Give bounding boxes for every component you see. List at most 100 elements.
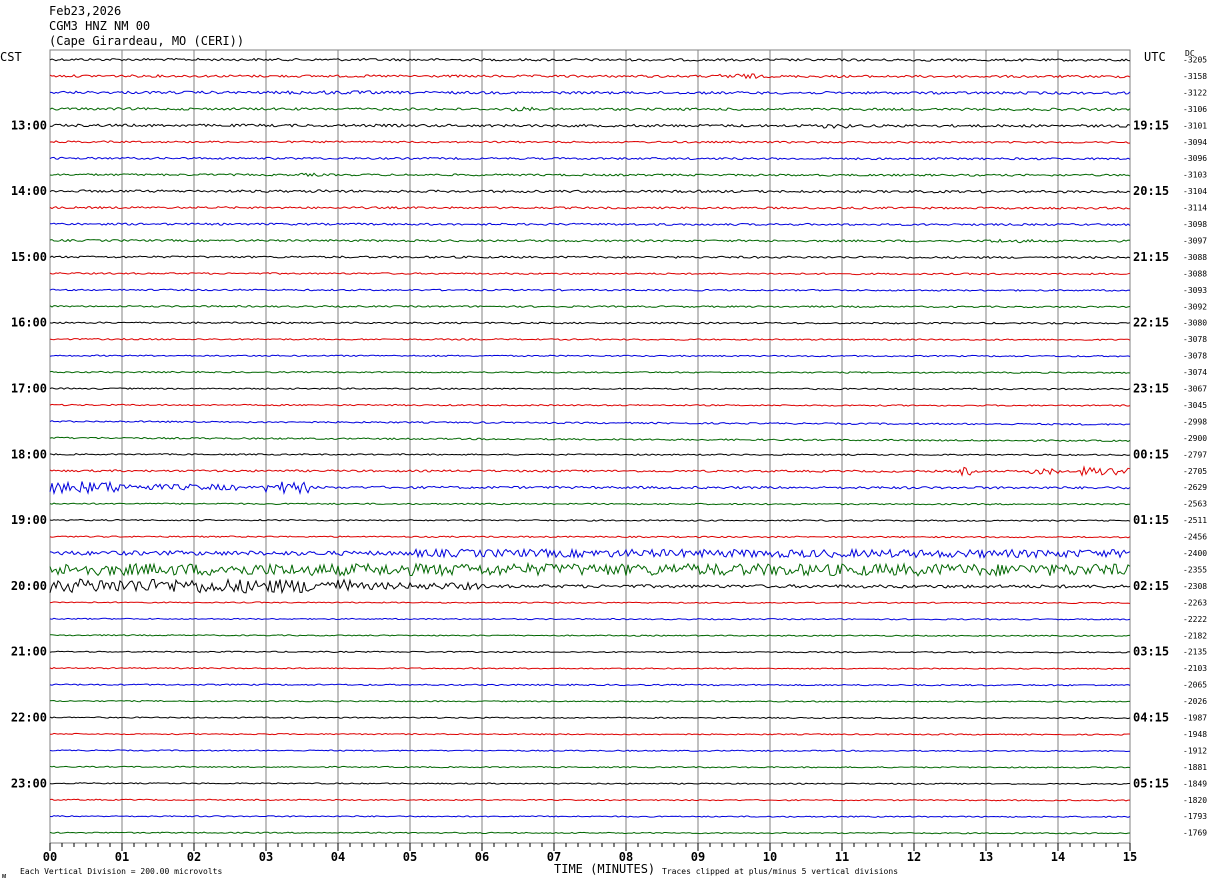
dc-offset-label: -1987 [1183, 714, 1207, 723]
x-axis-label: TIME (MINUTES) [554, 862, 656, 876]
clip-note: Traces clipped at plus/minus 5 vertical … [662, 867, 899, 876]
dc-offset-label: -3114 [1183, 204, 1207, 213]
x-tick-label: 01 [115, 850, 129, 864]
dc-offset-label: -2998 [1183, 417, 1207, 426]
dc-offset-label: -3080 [1183, 319, 1207, 328]
right-hour-label: 23:15 [1133, 382, 1169, 396]
dc-offset-label: -3205 [1183, 56, 1207, 65]
trace-46 [49, 815, 1131, 818]
dc-offset-label: -1820 [1183, 796, 1207, 805]
dc-offset-label: -3103 [1183, 171, 1207, 180]
dc-offset-header: DC [1185, 49, 1195, 58]
dc-offset-label: -2511 [1183, 516, 1207, 525]
x-tick-label: 08 [619, 850, 633, 864]
trace-41 [49, 732, 1130, 736]
vertical-division-note: Each Vertical Division = 200.00 microvol… [20, 867, 223, 876]
logo-mark: ᴍ [2, 872, 7, 880]
dc-offset-label: -3101 [1183, 121, 1207, 130]
trace-11 [49, 238, 1131, 244]
trace-27 [49, 502, 1130, 506]
dc-offset-label: -3094 [1183, 138, 1207, 147]
dc-offset-label: -3088 [1183, 269, 1207, 278]
trace-18 [49, 354, 1131, 358]
dc-offset-label: -2182 [1183, 631, 1207, 640]
trace-22 [49, 420, 1131, 426]
trace-7 [49, 172, 1131, 177]
dc-offset-label: -3045 [1183, 401, 1207, 410]
dc-offset-label: -3078 [1183, 335, 1207, 344]
trace-2 [49, 90, 1131, 95]
right-hour-label: 19:15 [1133, 118, 1169, 132]
trace-10 [49, 222, 1131, 227]
trace-37 [49, 667, 1131, 670]
trace-3 [49, 106, 1131, 112]
x-tick-label: 15 [1123, 850, 1137, 864]
x-tick-label: 06 [475, 850, 489, 864]
dc-offset-label: -2065 [1183, 681, 1207, 690]
trace-30 [49, 547, 1131, 559]
dc-offset-label: -1849 [1183, 779, 1207, 788]
x-tick-label: 05 [403, 850, 417, 864]
trace-23 [49, 436, 1131, 443]
dc-offset-label: -3104 [1183, 187, 1207, 196]
trace-43 [49, 765, 1131, 769]
x-tick-label: 13 [979, 850, 993, 864]
trace-31 [49, 561, 1131, 578]
left-timezone-label: CST [0, 50, 22, 64]
left-hour-label: 18:00 [11, 447, 47, 461]
trace-21 [49, 403, 1131, 407]
left-hour-label: 15:00 [11, 250, 47, 264]
trace-9 [49, 205, 1130, 210]
trace-42 [49, 749, 1131, 753]
trace-12 [49, 255, 1131, 259]
right-hour-label: 02:15 [1133, 579, 1169, 593]
trace-4 [49, 123, 1131, 129]
plot-frame [49, 49, 1131, 844]
x-tick-label: 11 [835, 850, 849, 864]
dc-offset-label: -1948 [1183, 730, 1207, 739]
x-tick-label: 02 [187, 850, 201, 864]
trace-20 [49, 387, 1131, 391]
x-tick-label: 12 [907, 850, 921, 864]
dc-offset-label: -1912 [1183, 746, 1207, 755]
left-hour-label: 13:00 [11, 118, 47, 132]
right-hour-label: 05:15 [1133, 776, 1169, 790]
x-tick-label: 07 [547, 850, 561, 864]
trace-16 [49, 321, 1131, 325]
station-code: CGM3 HNZ NM 00 [49, 19, 151, 33]
dc-offset-label: -3078 [1183, 352, 1207, 361]
trace-19 [49, 370, 1131, 374]
trace-32 [49, 578, 1131, 595]
right-hour-label: 21:15 [1133, 250, 1169, 264]
trace-15 [49, 305, 1131, 309]
x-tick-label: 03 [259, 850, 273, 864]
trace-1 [49, 73, 1131, 80]
dc-offset-label: -3093 [1183, 286, 1207, 295]
dc-offset-label: -2400 [1183, 549, 1207, 558]
right-hour-label: 00:15 [1133, 447, 1169, 461]
dc-offset-label: -2103 [1183, 664, 1207, 673]
trace-45 [49, 798, 1130, 802]
trace-8 [49, 189, 1131, 194]
x-tick-label: 00 [43, 850, 57, 864]
trace-33 [49, 601, 1131, 605]
trace-40 [49, 716, 1131, 720]
dc-offset-label: -1881 [1183, 763, 1207, 772]
dc-offset-label: -2135 [1183, 648, 1207, 657]
trace-24 [49, 453, 1131, 457]
x-tick-label: 04 [331, 850, 345, 864]
x-tick-label: 14 [1051, 850, 1065, 864]
trace-26 [49, 480, 1131, 496]
dc-offset-label: -3096 [1183, 154, 1207, 163]
trace-25 [49, 465, 1131, 477]
trace-34 [49, 617, 1131, 621]
dc-offset-label: -3097 [1183, 236, 1207, 245]
dc-offset-label: -3106 [1183, 105, 1207, 114]
trace-36 [49, 650, 1131, 654]
x-tick-label: 10 [763, 850, 777, 864]
trace-14 [49, 288, 1131, 292]
left-hour-label: 14:00 [11, 184, 47, 198]
dc-offset-label: -2308 [1183, 582, 1207, 591]
trace-0 [49, 57, 1131, 62]
left-hour-label: 21:00 [11, 645, 47, 659]
